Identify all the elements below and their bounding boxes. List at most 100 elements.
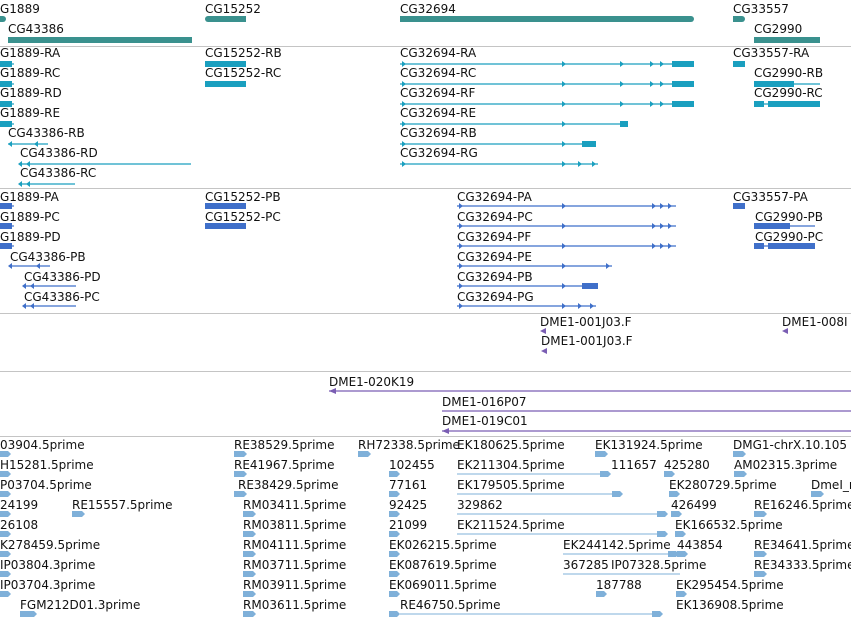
transcript-exon[interactable] <box>768 243 815 249</box>
protein-label[interactable]: CG32694-PA <box>457 190 532 204</box>
strand-arrow[interactable] <box>660 223 664 229</box>
strand-arrow[interactable] <box>606 263 610 269</box>
transcript-exon[interactable] <box>754 243 764 249</box>
gene-feature[interactable] <box>400 16 694 22</box>
est-feature[interactable] <box>0 531 11 537</box>
strand-arrow[interactable] <box>562 263 566 269</box>
est-label[interactable]: RM03711.5prime <box>243 558 347 572</box>
est-feature[interactable] <box>0 451 11 457</box>
transcript-exon[interactable] <box>0 101 12 107</box>
strand-arrow[interactable] <box>668 223 672 229</box>
gene-label[interactable]: CG15252 <box>205 2 261 16</box>
transcript-exon[interactable] <box>205 223 246 229</box>
gene-feature[interactable] <box>205 16 246 22</box>
transcript-exon[interactable] <box>733 61 745 67</box>
est-label[interactable]: RH72338.5prime <box>358 438 460 452</box>
strand-arrow[interactable] <box>660 101 664 107</box>
strand-arrow[interactable] <box>562 121 566 127</box>
transcript-exon[interactable] <box>672 61 694 67</box>
protein-label[interactable]: CG2990-PB <box>755 210 824 224</box>
est-label[interactable]: RE38529.5prime <box>234 438 335 452</box>
est-label[interactable]: EK136908.5prime <box>676 598 784 612</box>
transcript-label[interactable]: CG2990-RB <box>754 66 824 80</box>
transcript-label[interactable]: CG32694-RG <box>400 146 478 160</box>
strand-arrow[interactable] <box>402 161 406 167</box>
transcript-label[interactable]: G1889-RC <box>0 66 61 80</box>
est-feature[interactable] <box>657 531 668 537</box>
transcript-label[interactable]: CG43386-RB <box>8 126 85 140</box>
est-label[interactable]: DMG1-chrX.10.105 <box>733 438 848 452</box>
est-feature[interactable] <box>389 471 400 477</box>
transcript-exon[interactable] <box>620 121 628 127</box>
gene-feature[interactable] <box>754 37 820 43</box>
transcript-exon[interactable] <box>0 203 12 209</box>
strand-arrow[interactable] <box>459 243 463 249</box>
gene-label[interactable]: G1889 <box>0 2 40 16</box>
est-label[interactable]: 77161 <box>389 478 428 492</box>
transcript-label[interactable]: CG32694-RE <box>400 106 477 120</box>
strand-arrow[interactable] <box>562 81 566 87</box>
transcript-label[interactable]: CG43386-RC <box>20 166 97 180</box>
transcript-exon[interactable] <box>205 203 246 209</box>
strand-arrow[interactable] <box>562 243 566 249</box>
strand-arrow[interactable] <box>402 141 406 147</box>
strand-arrow[interactable] <box>562 101 566 107</box>
strand-arrow[interactable] <box>578 161 582 167</box>
est-feature[interactable] <box>234 451 247 457</box>
est-label[interactable]: AM02315.3prime <box>734 458 838 472</box>
transcript-label[interactable]: G1889-RA <box>0 46 61 60</box>
clone-label[interactable]: DME1-020K19 <box>329 375 415 389</box>
transcript-exon[interactable] <box>754 81 794 87</box>
est-label[interactable]: DmeI_r <box>811 478 851 492</box>
protein-label[interactable]: CG32694-PF <box>457 230 532 244</box>
transcript-exon[interactable] <box>754 101 764 107</box>
strand-arrow[interactable] <box>36 263 40 269</box>
est-label[interactable]: EK211304.5prime <box>457 458 565 472</box>
clone-label[interactable]: DME1-016P07 <box>442 395 527 409</box>
est-label[interactable]: RE34333.5prime <box>754 558 851 572</box>
protein-label[interactable]: CG15252-PC <box>205 210 281 224</box>
transcript-label[interactable]: G1889-RE <box>0 106 61 120</box>
est-label[interactable]: 111657 <box>611 458 657 472</box>
strand-arrow[interactable] <box>620 81 624 87</box>
strand-arrow[interactable] <box>620 101 624 107</box>
est-label[interactable]: 187788 <box>596 578 642 592</box>
clone-end-marker[interactable] <box>329 388 336 394</box>
strand-arrow[interactable] <box>22 303 26 309</box>
strand-arrow[interactable] <box>620 61 624 67</box>
transcript-label[interactable]: CG32694-RB <box>400 126 477 140</box>
transcript-exon[interactable] <box>754 223 790 229</box>
est-feature[interactable] <box>234 471 247 477</box>
protein-label[interactable]: G1889-PC <box>0 210 60 224</box>
est-feature[interactable] <box>652 611 663 617</box>
est-label[interactable]: EK179505.5prime <box>457 478 565 492</box>
strand-arrow[interactable] <box>459 283 463 289</box>
est-label[interactable]: RE16246.5prime <box>754 498 851 512</box>
est-label[interactable]: EK087619.5prime <box>389 558 497 572</box>
est-label[interactable]: 21099 <box>389 518 428 532</box>
est-label[interactable]: EK069011.5prime <box>389 578 497 592</box>
strand-arrow[interactable] <box>8 263 12 269</box>
strand-arrow[interactable] <box>8 141 12 147</box>
est-label[interactable]: EK211524.5prime <box>457 518 565 532</box>
strand-arrow[interactable] <box>562 141 566 147</box>
strand-arrow[interactable] <box>562 223 566 229</box>
est-label[interactable]: RE41967.5prime <box>234 458 335 472</box>
est-label[interactable]: RE38429.5prime <box>238 478 339 492</box>
strand-arrow[interactable] <box>402 101 406 107</box>
est-label[interactable]: EK131924.5prime <box>595 438 703 452</box>
transcript-label[interactable]: CG2990-RC <box>754 86 823 100</box>
strand-arrow[interactable] <box>562 303 566 309</box>
strand-arrow[interactable] <box>660 81 664 87</box>
est-label[interactable]: EK280729.5prime <box>669 478 777 492</box>
strand-arrow[interactable] <box>650 81 654 87</box>
est-label[interactable]: 24199 <box>0 498 39 512</box>
transcript-label[interactable]: CG32694-RA <box>400 46 477 60</box>
protein-label[interactable]: CG32694-PE <box>457 250 532 264</box>
strand-arrow[interactable] <box>578 303 582 309</box>
clone-end-label[interactable]: DME1-001J03.F <box>540 315 632 329</box>
est-feature[interactable] <box>657 511 668 517</box>
est-label[interactable]: EK295454.5prime <box>676 578 784 592</box>
transcript-exon[interactable] <box>0 61 12 67</box>
protein-label[interactable]: CG32694-PB <box>457 270 533 284</box>
